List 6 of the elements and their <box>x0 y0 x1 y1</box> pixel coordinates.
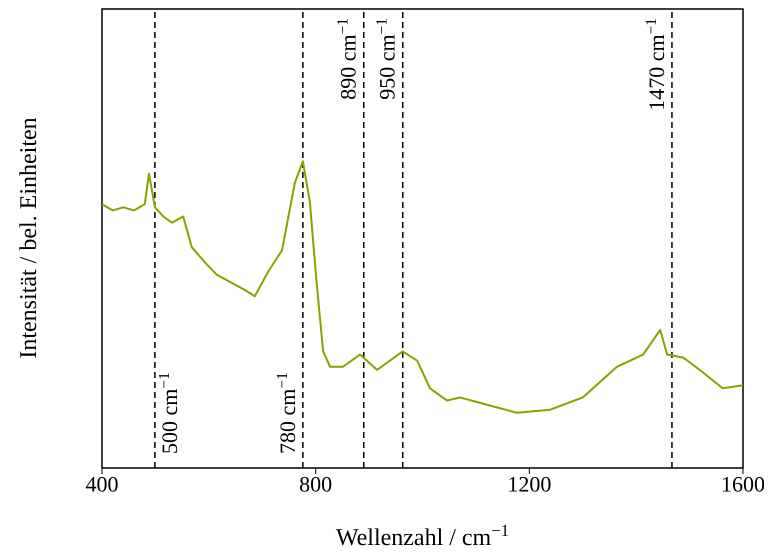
x-axis-title: Wellenzahl / cm$^{−1}$ <box>336 520 510 551</box>
x-tick-label: 400 <box>86 472 118 497</box>
x-tick-label: 1200 <box>507 472 552 497</box>
x-tick-label: 1600 <box>721 472 765 497</box>
y-axis-title: Intensität / bel. Einheiten <box>16 117 42 359</box>
x-tick-label: 800 <box>299 472 332 497</box>
